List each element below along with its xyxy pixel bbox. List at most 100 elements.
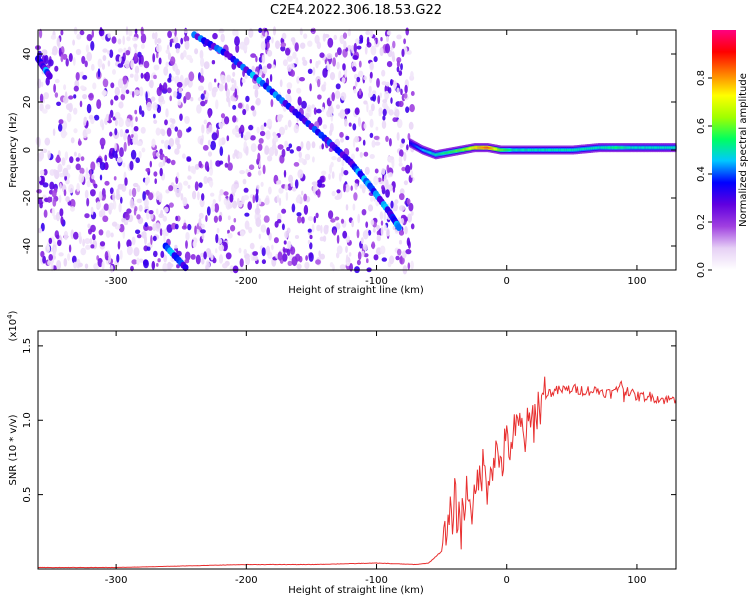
ridge-segment	[627, 146, 630, 149]
noise-blob	[134, 89, 140, 96]
noise-blob	[297, 169, 304, 179]
noise-blob	[143, 259, 149, 269]
noise-blob	[373, 56, 378, 63]
noise-blob	[123, 133, 127, 141]
ridge-segment	[494, 148, 497, 150]
noise-blob	[86, 180, 91, 188]
noise-blob	[255, 97, 261, 106]
noise-blob	[60, 216, 64, 225]
noise-blob	[158, 161, 164, 168]
noise-blob	[242, 178, 247, 185]
ridge-segment	[500, 149, 502, 151]
noise-blob	[140, 26, 144, 36]
noise-blob	[376, 78, 380, 88]
noise-blob	[84, 238, 91, 245]
noise-blob	[79, 30, 85, 36]
noise-blob	[216, 227, 220, 234]
snr-x-ticks: -300 -200 -100 0 100	[105, 331, 646, 586]
ridge-segment	[544, 149, 547, 151]
noise-blob	[307, 228, 312, 233]
noise-blob	[82, 94, 88, 100]
noise-blob	[184, 251, 191, 261]
noise-blob	[289, 149, 294, 154]
noise-blob	[185, 240, 188, 249]
noise-blob	[287, 240, 292, 251]
noise-blob	[311, 181, 318, 186]
noise-blob	[285, 191, 289, 201]
ridge-segment	[613, 146, 616, 149]
noise-blob	[82, 75, 88, 80]
noise-blob	[313, 216, 317, 224]
noise-blob	[187, 175, 192, 180]
noise-blob	[304, 261, 310, 270]
noise-blob	[398, 239, 403, 245]
noise-blob	[252, 251, 258, 256]
noise-blob	[212, 32, 218, 40]
ridge-segment	[530, 149, 533, 151]
x-tick-label: -100	[365, 276, 388, 287]
noise-blob	[162, 215, 167, 222]
ridge-segment	[461, 149, 463, 151]
noise-blob	[107, 60, 111, 67]
ridge-segment	[469, 147, 471, 150]
noise-blob	[354, 179, 360, 184]
ridge-segment	[628, 146, 631, 149]
noise-blob	[63, 230, 69, 241]
noise-blob	[39, 28, 43, 39]
noise-blob	[192, 240, 197, 248]
noise-blob	[382, 115, 386, 121]
noise-blob	[356, 45, 362, 50]
noise-blob	[54, 65, 59, 72]
noise-blob	[374, 168, 379, 174]
noise-blob	[119, 249, 123, 260]
noise-blob	[331, 156, 337, 161]
noise-blob	[235, 132, 241, 138]
noise-blob	[120, 93, 126, 101]
noise-blob	[132, 135, 139, 145]
noise-blob	[399, 143, 404, 149]
noise-blob	[126, 36, 131, 42]
noise-blob	[277, 144, 284, 150]
noise-blob	[339, 264, 346, 270]
noise-blob	[165, 61, 169, 68]
noise-blob	[330, 218, 336, 223]
noise-blob	[119, 147, 124, 158]
noise-blob	[136, 185, 141, 193]
noise-blob	[333, 34, 338, 41]
noise-blob	[366, 258, 369, 264]
noise-blob	[305, 255, 308, 261]
x-tick-label: 0	[504, 276, 510, 287]
noise-blob	[250, 105, 255, 111]
noise-blob	[243, 187, 249, 193]
noise-blob	[122, 229, 126, 239]
noise-blob	[232, 115, 237, 123]
ridge-segment	[473, 146, 475, 149]
ridge-segment	[590, 147, 593, 150]
noise-blob	[277, 251, 283, 261]
ridge-segment	[496, 148, 498, 151]
noise-blob	[145, 168, 151, 172]
noise-blob	[75, 48, 82, 56]
noise-blob	[41, 108, 48, 114]
noise-blob	[379, 92, 382, 99]
noise-blob	[328, 210, 334, 220]
noise-blob	[296, 263, 302, 270]
noise-blob	[110, 99, 114, 106]
noise-blob	[131, 236, 136, 246]
noise-blob	[210, 140, 217, 151]
noise-blob	[128, 188, 132, 196]
noise-blob	[111, 36, 117, 44]
noise-blob	[183, 35, 190, 43]
noise-blob	[88, 114, 94, 120]
ridge-segment	[560, 149, 564, 151]
noise-blob	[331, 171, 335, 179]
noise-blob	[380, 226, 384, 236]
noise-blob	[129, 160, 134, 171]
noise-blob	[248, 226, 253, 234]
ridge-segment	[492, 147, 495, 150]
noise-blob	[83, 116, 88, 124]
ridge-segment	[451, 150, 454, 153]
noise-blob	[384, 43, 391, 54]
y-tick-label: 1.5	[22, 338, 33, 354]
colorbar-label: Normalized spectral amplitude	[738, 73, 749, 227]
